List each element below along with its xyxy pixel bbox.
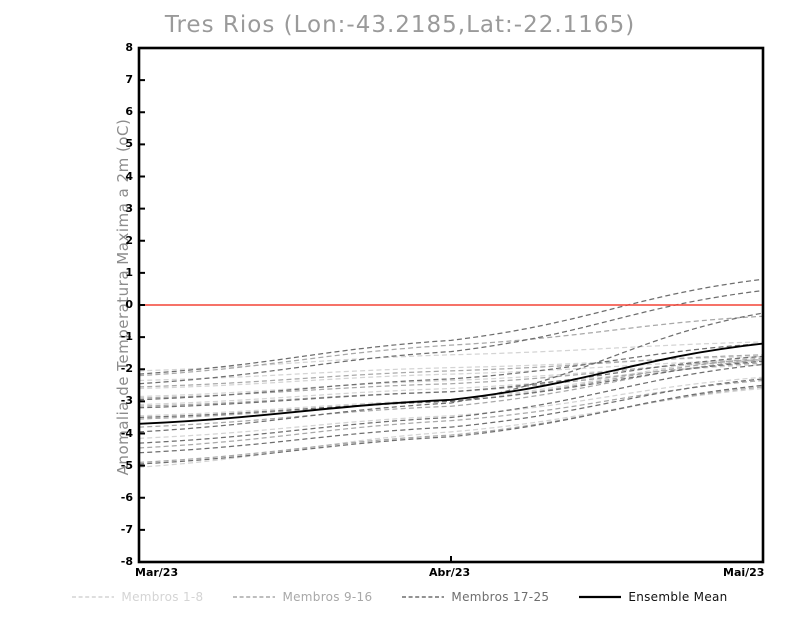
series-line xyxy=(138,379,764,449)
legend-item[interactable]: Membros 1-8 xyxy=(72,590,203,604)
series-line xyxy=(138,384,764,465)
y-axis-tick-label: 1 xyxy=(125,265,133,279)
series-line xyxy=(138,342,764,401)
series-line xyxy=(138,355,764,409)
y-axis-tick-label: 5 xyxy=(125,137,133,151)
legend-item[interactable]: Membros 9-16 xyxy=(233,590,372,604)
series-line xyxy=(138,341,764,372)
series-layer xyxy=(138,278,764,468)
series-line xyxy=(138,355,764,382)
y-axis-tick-label: -4 xyxy=(120,426,133,440)
series-line xyxy=(138,378,764,454)
series-line xyxy=(138,376,764,439)
legend-item[interactable]: Ensemble Mean xyxy=(579,590,727,604)
y-axis-tick-label: 3 xyxy=(125,201,133,215)
x-axis-tick-label: Abr/23 xyxy=(429,566,471,579)
series-line xyxy=(138,360,764,419)
y-axis-tick-label: 7 xyxy=(125,73,133,87)
legend-item[interactable]: Membros 17-25 xyxy=(402,590,549,604)
legend-label: Membros 9-16 xyxy=(282,590,373,604)
axis-ticks-layer xyxy=(138,47,764,563)
series-line xyxy=(138,360,764,398)
legend-swatch-icon xyxy=(402,596,445,598)
series-line xyxy=(138,363,764,444)
legend-label: Membros 17-25 xyxy=(451,590,550,604)
y-axis-tick-label: -3 xyxy=(120,394,133,408)
y-axis-tick-label: -7 xyxy=(120,522,133,536)
y-axis-tick-label: 4 xyxy=(125,169,133,183)
series-line xyxy=(138,342,764,425)
series-line xyxy=(138,386,764,464)
chart-legend: Membros 1-8 Membros 9-16 Membros 17-25 Ense… xyxy=(0,586,800,608)
y-axis-tick-label: -5 xyxy=(120,458,133,472)
legend-swatch-icon xyxy=(579,595,622,599)
series-line xyxy=(138,315,764,377)
series-line xyxy=(138,289,764,385)
series-line xyxy=(138,278,764,375)
x-axis-tick-label: Mai/23 xyxy=(723,566,765,579)
y-axis-tick-label: -2 xyxy=(120,362,133,376)
legend-label: Ensemble Mean xyxy=(628,590,728,604)
legend-swatch-icon xyxy=(72,596,115,598)
y-axis-tick-label: 2 xyxy=(125,233,133,247)
series-line xyxy=(138,358,764,428)
series-line xyxy=(138,363,764,406)
series-line xyxy=(138,312,764,433)
y-axis-tick-label: 8 xyxy=(125,41,133,54)
chart-title: Tres Rios (Lon:-43.2185,Lat:-22.1165) xyxy=(164,12,636,38)
legend-label: Membros 1-8 xyxy=(121,590,204,604)
y-axis-tick-label: -1 xyxy=(120,330,133,344)
y-axis-tick-label: -6 xyxy=(120,490,133,504)
y-axis-tick-label: -8 xyxy=(120,555,133,568)
series-line xyxy=(138,354,764,388)
legend-swatch-icon xyxy=(233,596,276,598)
y-axis-tick-label: 0 xyxy=(125,298,133,311)
series-line xyxy=(138,358,764,390)
y-axis-tick-label: 6 xyxy=(125,105,133,119)
x-axis-tick-label: Mar/23 xyxy=(135,566,179,579)
